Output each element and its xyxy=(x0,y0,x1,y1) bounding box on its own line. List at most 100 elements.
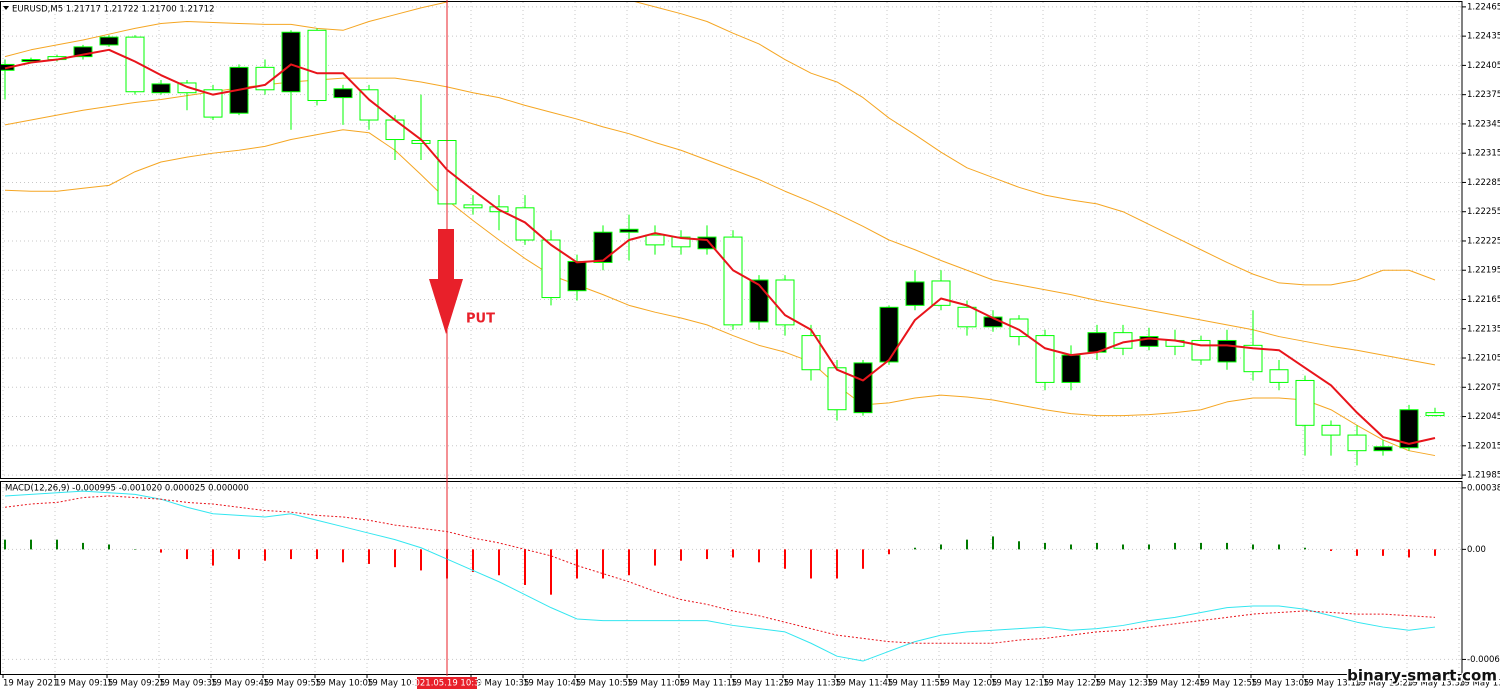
macd-histogram-bar xyxy=(836,549,838,579)
x-tick-label: 19 May 13:15 xyxy=(1303,679,1361,689)
macd-histogram-bar xyxy=(784,549,786,569)
candle-body xyxy=(1243,344,1263,373)
macd-histogram-bar xyxy=(1200,542,1202,550)
x-tick-label: 19 May 10:05 xyxy=(315,679,373,689)
y-tick-label: 1.22135 xyxy=(1467,324,1500,334)
macd-histogram-bar xyxy=(1044,542,1046,550)
y-tick-label: 1.21985 xyxy=(1467,471,1500,481)
macd-histogram-bar xyxy=(1356,549,1358,556)
x-tick-label: 19 May 10:15 xyxy=(367,679,425,689)
y-tick-label: 1.22345 xyxy=(1467,119,1500,129)
x-tick-label: 19 May 13:4 xyxy=(1459,679,1500,689)
macd-histogram-bar xyxy=(394,549,396,568)
macd-histogram-bar xyxy=(1278,544,1280,550)
x-tick-label: 19 May 12:55 xyxy=(1199,679,1257,689)
macd-histogram-bar xyxy=(1148,544,1150,550)
macd-histogram-bar xyxy=(758,549,760,563)
x-tick-label: 19 May 13:35 xyxy=(1407,679,1465,689)
macd-histogram-bar xyxy=(576,549,578,579)
macd-histogram-bar xyxy=(1070,544,1072,550)
macd-histogram-bar xyxy=(888,549,890,555)
y-tick-label: 1.22435 xyxy=(1467,32,1500,42)
candle-body xyxy=(801,335,821,371)
macd-histogram-bar xyxy=(550,549,552,595)
x-tick-label: 19 May 12:15 xyxy=(991,679,1049,689)
candle-body xyxy=(1269,369,1289,383)
x-tick-label: 19 May 12:05 xyxy=(939,679,997,689)
macd-histogram-bar xyxy=(82,542,84,550)
macd-histogram-bar xyxy=(732,549,734,558)
macd-histogram-bar xyxy=(1174,542,1176,550)
macd-histogram-bar xyxy=(1330,549,1332,551)
candle-body xyxy=(99,36,119,46)
y-tick-label: 1.22015 xyxy=(1467,441,1500,451)
macd-histogram-bar xyxy=(290,549,292,560)
candle-body xyxy=(957,306,977,328)
candle-body xyxy=(73,46,93,58)
candle-body xyxy=(359,89,379,121)
y-tick-label: 1.22315 xyxy=(1467,149,1500,159)
y-tick-label: 1.22165 xyxy=(1467,295,1500,305)
macd-histogram-bar xyxy=(420,549,422,571)
x-tick-label: 19 May 2021 xyxy=(3,679,58,689)
macd-histogram-bar xyxy=(238,549,240,560)
candle-body xyxy=(1321,424,1341,436)
indicator-line xyxy=(4,129,1436,457)
candle-body xyxy=(281,31,301,93)
y-tick-label: 1.22045 xyxy=(1467,412,1500,422)
x-tick-label: 19 May 12:45 xyxy=(1147,679,1205,689)
x-tick-label: 19 May 09:35 xyxy=(159,679,217,689)
y-tick-label: 1.22225 xyxy=(1467,236,1500,246)
candle-body xyxy=(1295,379,1315,426)
y-tick-label: 1.22255 xyxy=(1467,207,1500,217)
x-tick-label: 19 May 11:55 xyxy=(887,679,945,689)
crosshair-label: 2021.05.19 10:30 xyxy=(409,679,485,689)
candle-body xyxy=(203,89,223,118)
candle-body xyxy=(645,234,665,246)
macd-histogram-bar xyxy=(4,539,6,550)
macd-histogram-bar xyxy=(966,539,968,550)
candle-body xyxy=(1425,412,1445,417)
x-tick-label: 19 May 11:45 xyxy=(835,679,893,689)
y-tick-label: 1.22285 xyxy=(1467,178,1500,188)
candle-body xyxy=(307,29,327,102)
macd-histogram-bar xyxy=(368,549,370,564)
candle-body xyxy=(723,236,743,326)
candle-body xyxy=(619,228,639,233)
candle-body xyxy=(541,239,561,299)
y-tick-label: 1.22405 xyxy=(1467,61,1500,71)
symbol-menu-icon[interactable] xyxy=(3,6,9,10)
indicator-line xyxy=(4,490,1436,662)
candle-body xyxy=(515,207,535,241)
y-tick-label: 1.22375 xyxy=(1467,90,1500,100)
macd-histogram-bar xyxy=(1096,542,1098,550)
macd-histogram-bar xyxy=(1304,547,1306,550)
x-tick-label: 19 May 11:35 xyxy=(783,679,841,689)
x-tick-label: 19 May 11:25 xyxy=(731,679,789,689)
macd-histogram-bar xyxy=(1226,542,1228,550)
macd-histogram-bar xyxy=(602,549,604,579)
y-tick-label: -0.00068 xyxy=(1467,655,1500,665)
x-tick-label: 19 May 11:05 xyxy=(627,679,685,689)
candle-body xyxy=(151,83,171,94)
crosshair-label-bg xyxy=(417,677,477,689)
macd-histogram-bar xyxy=(212,549,214,566)
x-tick-label: 19 May 13:05 xyxy=(1251,679,1309,689)
macd-histogram-bar xyxy=(56,539,58,550)
macd-histogram-bar xyxy=(186,549,188,560)
symbol-title: EURUSD,M5 1.21717 1.21722 1.21700 1.2171… xyxy=(12,5,215,15)
candle-body xyxy=(1347,434,1367,452)
arrow-shaft xyxy=(438,229,454,285)
x-tick-label: 19 May 09:15 xyxy=(55,679,113,689)
y-tick-label: 1.22105 xyxy=(1467,354,1500,364)
candle-body xyxy=(905,281,925,306)
macd-histogram-bar xyxy=(680,549,682,561)
macd-histogram-bar xyxy=(914,547,916,550)
x-tick-label: 19 May 12:35 xyxy=(1095,679,1153,689)
macd-histogram-bar xyxy=(1408,549,1410,558)
candle-body xyxy=(931,280,951,306)
candle-body xyxy=(1139,336,1159,347)
x-tick-label: 19 May 10:35 xyxy=(471,679,529,689)
